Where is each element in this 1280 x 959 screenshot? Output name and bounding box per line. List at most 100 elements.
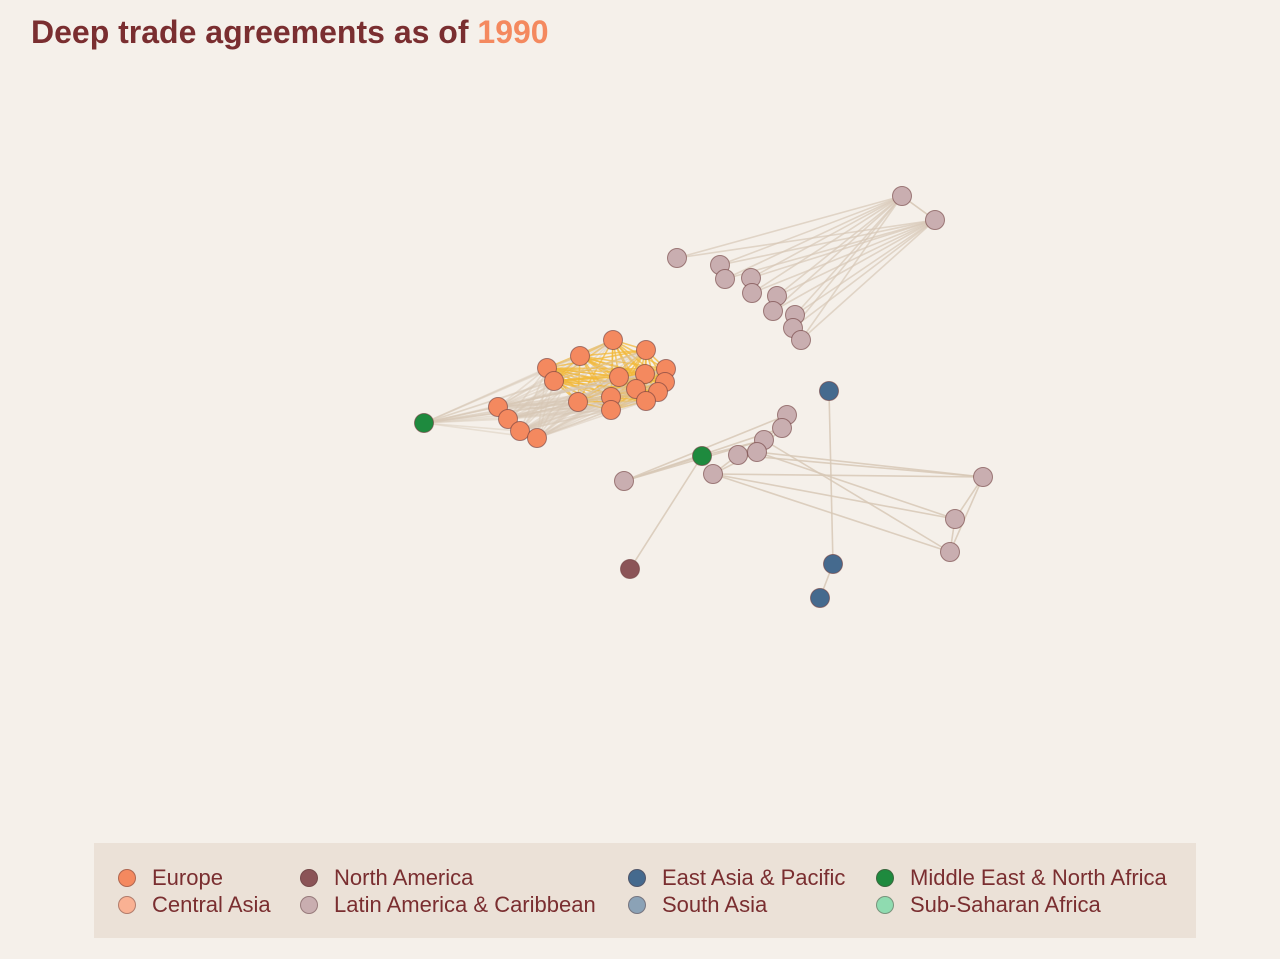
- legend-swatch-east-asia: [628, 869, 646, 887]
- legend-label-sub-saharan-africa: Sub-Saharan Africa: [910, 892, 1101, 917]
- trade-agreement-edge: [712, 473, 984, 478]
- trade-agreement-edge: [712, 473, 951, 553]
- trade-agreement-edge: [612, 339, 659, 393]
- trade-agreement-edge: [772, 195, 903, 312]
- trade-agreement-edge: [423, 349, 647, 424]
- trade-agreement-edge: [507, 409, 612, 420]
- country-node-latam: [747, 442, 767, 462]
- trade-agreement-edge: [800, 219, 936, 341]
- trade-agreement-edge: [719, 195, 903, 266]
- country-node-latam: [973, 467, 993, 487]
- country-node-latam: [703, 464, 723, 484]
- country-node-latam: [667, 248, 687, 268]
- country-node-east-asia: [823, 554, 843, 574]
- trade-agreement-edge: [794, 195, 903, 316]
- trade-agreement-edge: [724, 195, 903, 280]
- country-node-mena: [414, 413, 434, 433]
- trade-agreement-edge: [792, 219, 936, 329]
- legend-swatch-central-asia: [118, 896, 136, 914]
- trade-agreement-edge: [676, 219, 936, 259]
- trade-network-diagram: [414, 186, 993, 608]
- trade-agreement-edge: [719, 219, 936, 266]
- legend-label-latin-america: Latin America & Caribbean: [334, 892, 596, 917]
- trade-agreement-edge: [676, 195, 903, 259]
- trade-agreement-edge: [800, 195, 903, 341]
- legend-label-east-asia: East Asia & Pacific: [662, 865, 846, 890]
- legend-item-south-asia: South Asia: [628, 892, 767, 918]
- trade-agreement-edge: [751, 219, 936, 294]
- trade-agreement-edge: [776, 195, 903, 297]
- legend: Europe Central Asia North America Latin …: [94, 843, 1196, 938]
- trade-agreement-edge: [497, 380, 555, 408]
- country-node-latam: [925, 210, 945, 230]
- trade-agreement-edge: [751, 195, 903, 294]
- country-node-europe: [636, 391, 656, 411]
- legend-label-central-asia: Central Asia: [152, 892, 271, 917]
- country-node-europe: [510, 421, 530, 441]
- trade-agreement-edge: [423, 406, 499, 424]
- trade-agreement-edge: [423, 376, 620, 424]
- country-node-latam: [892, 186, 912, 206]
- trade-agreement-edge: [519, 401, 579, 432]
- legend-label-north-america: North America: [334, 865, 474, 890]
- country-node-east-asia: [819, 381, 839, 401]
- country-node-latam: [614, 471, 634, 491]
- country-node-europe: [498, 409, 518, 429]
- trade-agreement-edge: [519, 409, 612, 432]
- trade-agreement-edge: [423, 418, 509, 424]
- title-prefix: Deep trade agreements as of: [31, 14, 478, 50]
- country-node-europe: [636, 340, 656, 360]
- title-year: 1990: [477, 14, 549, 50]
- country-node-europe: [609, 367, 629, 387]
- trade-agreement-edge: [423, 422, 521, 432]
- country-node-latam: [728, 445, 748, 465]
- legend-item-mena: Middle East & North Africa: [876, 865, 1167, 891]
- country-node-europe: [570, 346, 590, 366]
- trade-agreement-edge: [497, 406, 612, 411]
- legend-swatch-sub-saharan-africa: [876, 896, 894, 914]
- trade-agreement-edge: [724, 219, 936, 280]
- country-node-latam: [940, 542, 960, 562]
- country-node-mena: [692, 446, 712, 466]
- legend-item-central-asia: Central Asia: [118, 892, 271, 918]
- trade-agreement-edge: [629, 455, 703, 570]
- chart-title: Deep trade agreements as of 1990: [31, 14, 549, 51]
- trade-agreement-edge: [546, 349, 647, 369]
- country-node-north-america: [620, 559, 640, 579]
- country-node-latam: [715, 269, 735, 289]
- country-node-europe: [603, 330, 623, 350]
- trade-agreement-edge: [756, 451, 984, 478]
- country-node-latam: [945, 509, 965, 529]
- legend-item-latin-america: Latin America & Caribbean: [300, 892, 596, 918]
- legend-item-europe: Europe: [118, 865, 223, 891]
- country-node-latam: [763, 301, 783, 321]
- legend-label-south-asia: South Asia: [662, 892, 768, 917]
- country-node-latam: [772, 418, 792, 438]
- country-node-europe: [568, 392, 588, 412]
- legend-swatch-south-asia: [628, 896, 646, 914]
- country-node-europe: [527, 428, 547, 448]
- trade-agreement-edge: [763, 439, 951, 553]
- legend-label-europe: Europe: [152, 865, 223, 890]
- country-node-europe: [601, 400, 621, 420]
- legend-label-mena: Middle East & North Africa: [910, 865, 1167, 890]
- trade-agreement-edge: [794, 219, 936, 316]
- trade-agreement-edge: [423, 381, 666, 424]
- network-edges: [423, 195, 984, 599]
- trade-agreement-edge: [792, 195, 903, 329]
- trade-agreement-edge: [579, 349, 647, 357]
- trade-agreement-edge: [536, 409, 612, 439]
- trade-agreement-edge: [423, 373, 646, 424]
- legend-swatch-north-america: [300, 869, 318, 887]
- country-node-europe: [544, 371, 564, 391]
- country-node-latam: [791, 330, 811, 350]
- trade-agreement-edge: [423, 380, 555, 424]
- country-node-europe: [635, 364, 655, 384]
- legend-item-north-america: North America: [300, 865, 473, 891]
- country-node-east-asia: [810, 588, 830, 608]
- legend-swatch-latin-america: [300, 896, 318, 914]
- trade-agreement-edge: [423, 388, 637, 424]
- trade-agreement-edge: [497, 367, 548, 408]
- legend-item-east-asia: East Asia & Pacific: [628, 865, 845, 891]
- trade-agreement-edge: [750, 195, 903, 279]
